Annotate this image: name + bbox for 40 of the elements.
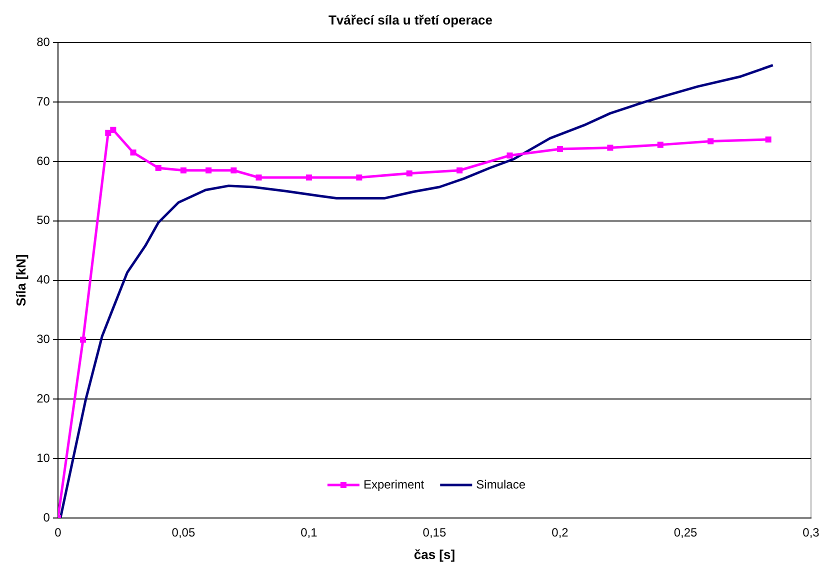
point [708,138,714,144]
x-tick-label: 0,3 [802,526,820,540]
y-tick-label: 80 [36,34,50,49]
point [406,170,412,176]
point [110,126,116,133]
point [230,167,237,174]
x-tick-label: 0,1 [300,526,318,540]
point [556,146,563,152]
point [607,144,614,151]
point [356,174,362,181]
y-tick-label: 30 [36,332,50,346]
point [456,167,463,174]
y-tick-label: 50 [36,213,50,228]
y-tick-label: 10 [36,450,50,465]
y-tick-label: 0 [43,510,50,524]
x-tick-label: 0,2 [552,526,569,540]
point [130,150,136,156]
point [105,130,112,136]
y-axis-title: Síla [kN] [13,254,28,306]
point [80,336,86,343]
x-tick-label: 0,15 [422,526,446,540]
point [506,152,513,159]
x-axis-title: čas [s] [414,546,456,562]
x-tick-label: 0,05 [172,526,196,540]
x-tick-label: 0 [54,526,62,540]
point [765,136,772,142]
legend-label: Simulace [476,477,526,492]
chart-title: Tvářecí síla u třetí operace [328,12,493,28]
y-tick-label: 20 [36,391,50,406]
point [155,164,162,172]
y-tick-label: 60 [36,154,50,168]
point [256,174,262,181]
y-tick-label: 40 [36,272,50,287]
point [306,174,312,181]
point [206,167,212,174]
legend-label: Experiment [363,477,425,492]
y-tick-label: 70 [36,94,50,108]
x-tick-label: 0,25 [674,526,698,540]
point [180,167,186,174]
point [657,142,664,148]
